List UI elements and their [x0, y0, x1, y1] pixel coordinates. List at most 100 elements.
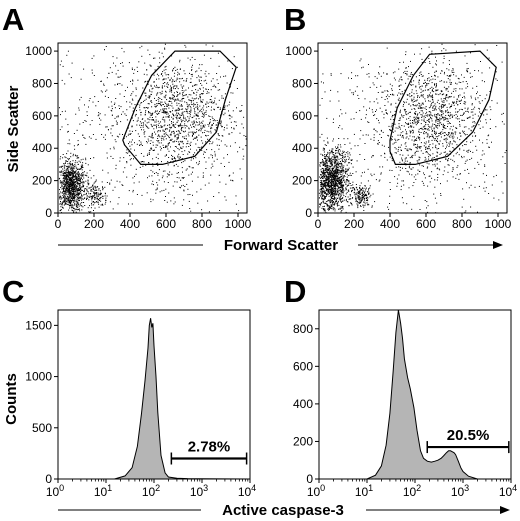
- scatter-point: [343, 195, 345, 197]
- scatter-point: [131, 69, 133, 70]
- scatter-point: [229, 174, 231, 176]
- scatter-point: [69, 178, 70, 180]
- scatter-point: [366, 196, 368, 198]
- scatter-point: [321, 182, 323, 184]
- scatter-point: [339, 163, 341, 165]
- scatter-point: [177, 133, 179, 135]
- scatter-point: [191, 97, 193, 99]
- scatter-point: [340, 173, 342, 175]
- scatter-point: [141, 55, 143, 57]
- scatter-point: [327, 180, 329, 182]
- scatter-point: [186, 143, 188, 145]
- scatter-point: [185, 89, 187, 91]
- scatter-point: [191, 90, 193, 92]
- scatter-point: [180, 132, 182, 134]
- scatter-point: [167, 87, 169, 88]
- scatter-point: [189, 151, 191, 153]
- scatter-point: [446, 138, 448, 140]
- scatter-point: [342, 185, 344, 187]
- scatter-point: [447, 114, 449, 116]
- scatter-point: [239, 168, 241, 170]
- scatter-point: [164, 47, 166, 49]
- scatter-point: [198, 130, 200, 132]
- scatter-point: [417, 173, 419, 175]
- scatter-point: [345, 158, 347, 160]
- scatter-point: [84, 197, 86, 199]
- scatter-point: [343, 199, 345, 201]
- scatter-point: [199, 122, 201, 124]
- scatter-point: [443, 116, 445, 118]
- scatter-point: [339, 207, 341, 209]
- scatter-point: [351, 190, 352, 192]
- scatter-point: [418, 105, 420, 107]
- scatter-point: [420, 146, 422, 148]
- scatter-point: [71, 182, 73, 184]
- scatter-point: [331, 150, 333, 151]
- scatter-point: [116, 57, 118, 59]
- scatter-point: [411, 89, 413, 91]
- scatter-point: [431, 52, 433, 54]
- scatter-point: [451, 136, 453, 138]
- scatter-point: [427, 153, 429, 155]
- scatter-point: [66, 168, 68, 169]
- scatter-point: [326, 170, 328, 172]
- scatter-point: [345, 193, 347, 195]
- scatter-point: [181, 167, 183, 169]
- scatter-point: [121, 184, 123, 186]
- scatter-point: [77, 193, 79, 195]
- scatter-point: [180, 179, 182, 181]
- scatter-point: [69, 165, 71, 167]
- scatter-point: [166, 83, 168, 85]
- scatter-point: [323, 181, 325, 183]
- scatter-point: [167, 144, 169, 146]
- scatter-point: [330, 206, 332, 208]
- scatter-point: [213, 119, 215, 121]
- scatter-point: [93, 192, 95, 194]
- scatter-point: [182, 95, 184, 97]
- scatter-point: [324, 158, 326, 159]
- scatter-point: [74, 200, 76, 202]
- scatter-point: [202, 87, 204, 89]
- scatter-point: [442, 174, 444, 176]
- scatter-point: [336, 175, 338, 177]
- scatter-point: [391, 170, 393, 171]
- scatter-point: [327, 157, 329, 159]
- scatter-point: [322, 206, 324, 207]
- scatter-point: [61, 183, 63, 185]
- scatter-point: [60, 206, 62, 208]
- scatter-point: [74, 176, 75, 178]
- scatter-point: [448, 164, 450, 166]
- scatter-point: [364, 195, 366, 197]
- scatter-point: [326, 176, 328, 178]
- scatter-point: [152, 199, 154, 201]
- scatter-point: [325, 196, 327, 198]
- scatter-point: [164, 72, 166, 74]
- scatter-point: [461, 99, 462, 101]
- scatter-point: [64, 202, 66, 204]
- scatter-point: [423, 145, 425, 147]
- scatter-point: [335, 182, 337, 184]
- scatter-point: [73, 188, 75, 190]
- scatter-point: [347, 151, 349, 153]
- scatter-point: [435, 105, 437, 107]
- scatter-point: [399, 119, 401, 121]
- scatter-point: [444, 125, 446, 126]
- scatter-point: [167, 182, 169, 183]
- scatter-point: [359, 190, 361, 192]
- scatter-point: [222, 135, 224, 137]
- scatter-point: [326, 162, 328, 164]
- scatter-point: [104, 192, 106, 194]
- scatter-point: [132, 191, 134, 193]
- scatter-point: [233, 128, 235, 130]
- scatter-point: [400, 84, 402, 86]
- scatter-point: [196, 128, 198, 130]
- scatter-point: [319, 136, 321, 138]
- scatter-point: [335, 164, 337, 166]
- scatter-point: [68, 187, 70, 189]
- scatter-point: [425, 106, 427, 108]
- scatter-point: [127, 86, 128, 88]
- scatter-point: [346, 179, 348, 181]
- scatter-point: [330, 202, 332, 203]
- scatter-point: [327, 167, 329, 169]
- scatter-point: [330, 186, 332, 187]
